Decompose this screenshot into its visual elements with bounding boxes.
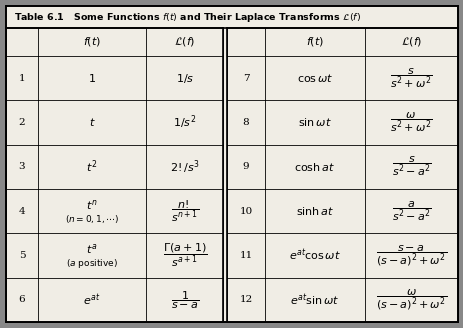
Text: 3: 3	[19, 162, 25, 171]
Text: $2!/s^3$: $2!/s^3$	[169, 158, 199, 175]
Text: $\sinh at$: $\sinh at$	[295, 205, 333, 217]
Text: 5: 5	[19, 251, 25, 260]
Text: $\cosh at$: $\cosh at$	[294, 161, 335, 173]
Text: $(a \mathrm{\ positive})$: $(a \mathrm{\ positive})$	[66, 256, 118, 270]
Text: $(n = 0, 1, \cdots)$: $(n = 0, 1, \cdots)$	[64, 213, 119, 225]
Text: $\mathcal{L}(f)$: $\mathcal{L}(f)$	[400, 35, 421, 49]
Text: $\dfrac{s-a}{(s-a)^2+\omega^2}$: $\dfrac{s-a}{(s-a)^2+\omega^2}$	[375, 243, 446, 268]
Text: 11: 11	[239, 251, 252, 260]
Text: $t^2$: $t^2$	[86, 158, 97, 175]
Text: $\dfrac{n!}{s^{n+1}}$: $\dfrac{n!}{s^{n+1}}$	[170, 198, 198, 224]
Text: $1/s^2$: $1/s^2$	[173, 114, 196, 131]
Text: $f(t)$: $f(t)$	[305, 35, 323, 49]
Text: 10: 10	[239, 207, 252, 216]
Text: $\dfrac{\omega}{(s-a)^2+\omega^2}$: $\dfrac{\omega}{(s-a)^2+\omega^2}$	[375, 288, 446, 312]
Text: $t$: $t$	[88, 116, 95, 129]
Text: 2: 2	[19, 118, 25, 127]
Text: 6: 6	[19, 295, 25, 304]
Text: 4: 4	[19, 207, 25, 216]
Text: 12: 12	[239, 295, 252, 304]
Text: $\sin\omega t$: $\sin\omega t$	[297, 116, 331, 129]
Text: $t^n$: $t^n$	[86, 198, 98, 212]
Text: $\dfrac{1}{s-a}$: $\dfrac{1}{s-a}$	[170, 289, 199, 311]
Text: $e^{at}$: $e^{at}$	[83, 292, 100, 308]
Text: $\dfrac{s}{s^2-a^2}$: $\dfrac{s}{s^2-a^2}$	[391, 155, 431, 178]
Text: $e^{at}\cos\omega t$: $e^{at}\cos\omega t$	[288, 248, 340, 263]
Text: $\dfrac{a}{s^2-a^2}$: $\dfrac{a}{s^2-a^2}$	[391, 199, 431, 223]
Text: $1$: $1$	[88, 72, 96, 84]
Text: $e^{at}\sin\omega t$: $e^{at}\sin\omega t$	[290, 292, 339, 308]
Text: $\dfrac{\omega}{s^2+\omega^2}$: $\dfrac{\omega}{s^2+\omega^2}$	[389, 111, 432, 134]
Text: $f(t)$: $f(t)$	[83, 35, 101, 49]
Text: $\cos\omega t$: $\cos\omega t$	[296, 72, 332, 84]
Text: 8: 8	[242, 118, 249, 127]
Text: Table 6.1   Some Functions $f(t)$ and Their Laplace Transforms $\mathcal{L}(f)$: Table 6.1 Some Functions $f(t)$ and Thei…	[14, 10, 360, 24]
Text: 1: 1	[19, 74, 25, 83]
Text: $t^a$: $t^a$	[86, 242, 98, 256]
Text: $1/s$: $1/s$	[175, 72, 194, 85]
Text: $\mathcal{L}(f)$: $\mathcal{L}(f)$	[174, 35, 195, 49]
Text: $\dfrac{s}{s^2+\omega^2}$: $\dfrac{s}{s^2+\omega^2}$	[389, 67, 432, 90]
Text: 7: 7	[242, 74, 249, 83]
Text: $\dfrac{\Gamma(a+1)}{s^{a+1}}$: $\dfrac{\Gamma(a+1)}{s^{a+1}}$	[162, 242, 206, 269]
Text: 9: 9	[242, 162, 249, 171]
